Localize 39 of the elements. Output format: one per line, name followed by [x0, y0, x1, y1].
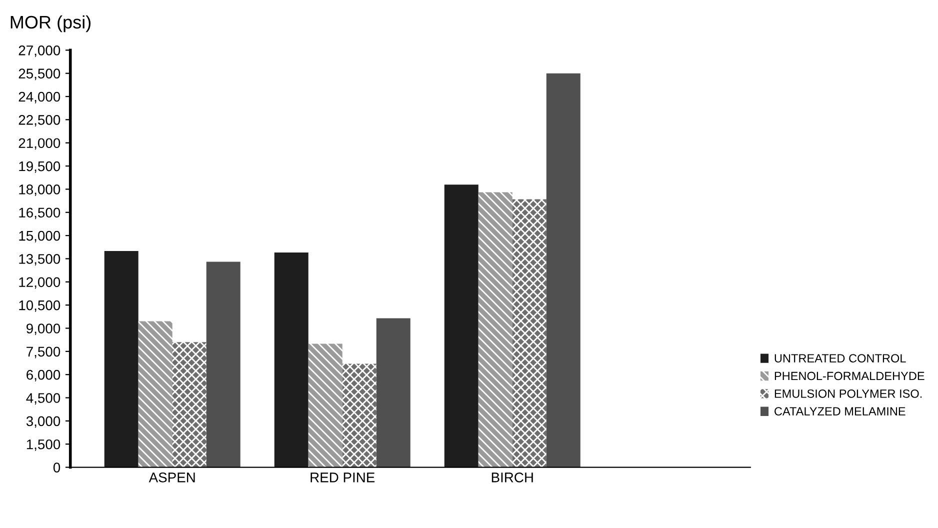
bar	[342, 364, 376, 468]
bar	[172, 342, 206, 468]
x-tick-label: ASPEN	[148, 472, 195, 482]
legend-label: UNTREATED CONTROL	[774, 354, 906, 362]
y-tick-label: 1,500	[26, 439, 60, 451]
bar	[274, 252, 308, 468]
y-tick-label: 10,500	[19, 300, 60, 312]
y-tick-label: 19,500	[19, 161, 60, 173]
y-tick-label: 22,500	[18, 115, 60, 126]
bar	[104, 250, 138, 468]
bar	[138, 321, 172, 468]
y-tick-label: 13,500	[19, 254, 60, 266]
y-tick-label: 3,000	[26, 416, 60, 428]
bar	[478, 192, 512, 468]
bar	[444, 184, 478, 468]
bar	[546, 73, 580, 468]
bar	[206, 262, 240, 468]
y-tick-label: 27,000	[18, 45, 60, 57]
bar	[512, 199, 546, 468]
y-tick-label: 0	[53, 462, 60, 472]
y-tick-label: 24,000	[18, 92, 60, 104]
x-tick-label: RED PINE	[310, 472, 375, 482]
y-tick-label: 4,500	[26, 393, 60, 405]
y-tick-label: 12,000	[19, 277, 60, 289]
y-tick-label: 7,500	[26, 346, 60, 358]
y-tick-label: 6,000	[26, 370, 60, 382]
y-tick-label: 15,000	[19, 230, 60, 242]
x-tick-label: BIRCH	[492, 472, 533, 482]
y-tick-label: 16,500	[19, 208, 60, 220]
legend-label: CATALYZED MELAMINE	[774, 407, 906, 416]
y-tick-label: 21,000	[18, 138, 60, 150]
y-tick-label: 25,500	[18, 68, 60, 80]
y-tick-label: 18,000	[19, 184, 60, 196]
y-axis-title: MOR (psi)	[10, 15, 91, 32]
y-tick-label: 9,000	[26, 324, 60, 336]
legend-label: PHENOL-FORMALDEHYDE	[774, 372, 924, 380]
legend-label: EMULSION POLYMER ISO.	[774, 389, 922, 398]
bar	[308, 344, 342, 468]
bar	[376, 318, 410, 468]
